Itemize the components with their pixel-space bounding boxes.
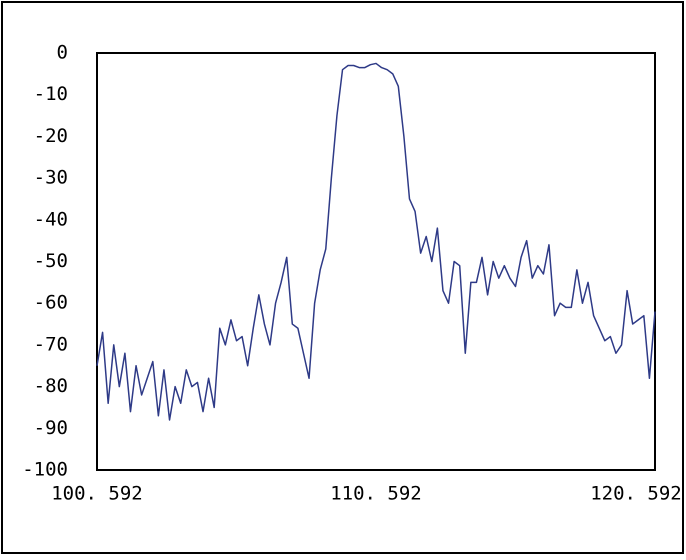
x-tick-label: 100. 592 [51, 483, 143, 505]
y-tick-label: 0 [57, 42, 68, 64]
x-tick-label: 110. 592 [330, 483, 422, 505]
y-tick-label: -80 [34, 375, 68, 397]
y-tick-label: -70 [34, 333, 68, 355]
y-tick-label: -30 [34, 167, 68, 189]
y-tick-label: -100 [22, 459, 68, 481]
y-tick-label: -10 [34, 83, 68, 105]
y-tick-label: -40 [34, 208, 68, 230]
x-tick-label: 120. 592 [590, 483, 682, 505]
y-tick-label: -60 [34, 292, 68, 314]
y-tick-label: -90 [34, 417, 68, 439]
plot-frame [96, 52, 656, 471]
data-line [96, 62, 656, 421]
y-tick-label: -50 [34, 250, 68, 272]
y-tick-label: -20 [34, 125, 68, 147]
